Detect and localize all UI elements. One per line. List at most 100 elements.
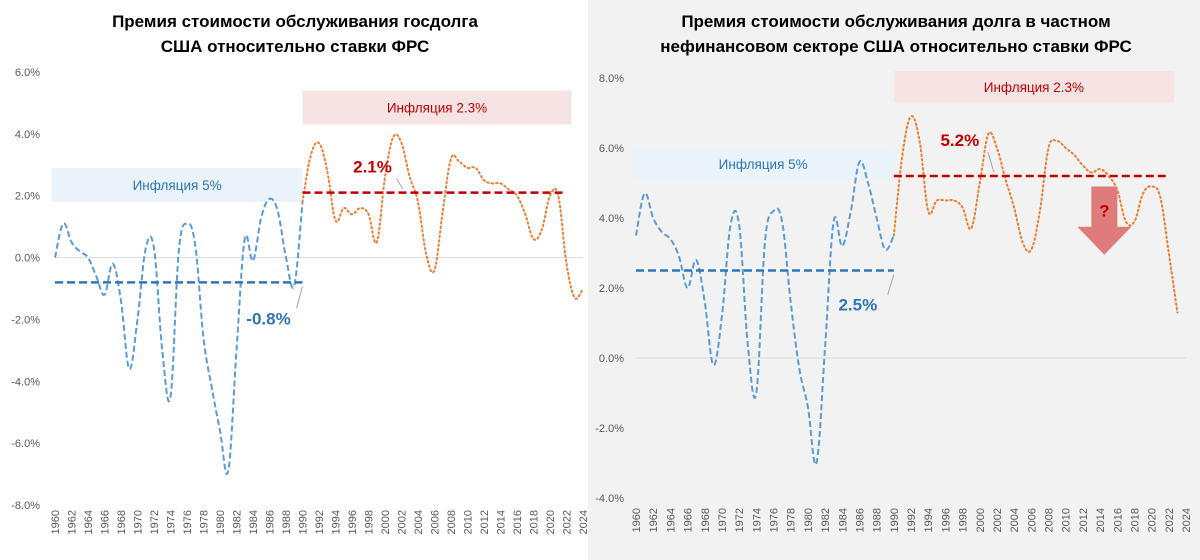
chart1-ytick-label: -4.0%: [11, 376, 40, 388]
chart2-band-late: [893, 71, 1174, 103]
chart1-title-line2: США относительно ставки ФРС: [161, 37, 429, 56]
chart2-xtick-label: 1972: [734, 508, 746, 532]
chart1-band-early: [51, 167, 303, 202]
chart2-xtick-label: 1964: [665, 508, 677, 532]
chart2-average-label-early: 2.5%: [838, 296, 877, 315]
chart1-title-line1: Премия стоимости обслуживания госдолга: [112, 12, 478, 31]
chart2-ytick-label: 4.0%: [599, 213, 624, 225]
chart2-xtick-label: 1968: [700, 508, 712, 532]
chart1-xtick-label: 2004: [413, 510, 425, 534]
chart2-xtick-label: 1966: [683, 508, 695, 532]
chart1-xtick-label: 2006: [430, 510, 442, 534]
chart2-xtick-label: 2002: [992, 508, 1004, 532]
chart2-xtick-label: 2012: [1078, 508, 1090, 532]
chart1-average-label-late: 2.1%: [353, 158, 392, 177]
chart1-xtick-label: 1964: [83, 510, 95, 534]
chart2-xtick-label: 1998: [958, 508, 970, 532]
chart2-ytick-label: 8.0%: [599, 73, 624, 85]
chart1-xtick-label: 1966: [100, 510, 112, 534]
chart2-xtick-label: 1990: [889, 508, 901, 532]
chart2-xtick-label: 2016: [1112, 508, 1124, 532]
chart2-xtick-label: 1970: [717, 508, 729, 532]
chart1-ytick-label: 2.0%: [15, 191, 40, 203]
chart1-average-label-early: -0.8%: [246, 309, 290, 328]
chart2-question-mark: ?: [1099, 202, 1109, 221]
chart1-xtick-label: 2024: [578, 510, 590, 534]
chart2-ytick-label: -4.0%: [595, 493, 624, 505]
chart1-ytick-label: -2.0%: [11, 314, 40, 326]
chart1-xtick-label: 1990: [298, 510, 310, 534]
chart2-ytick-label: 0.0%: [599, 353, 624, 365]
chart1-xtick-label: 1962: [67, 510, 79, 534]
chart2-xtick-label: 1982: [820, 508, 832, 532]
chart2-xtick-label: 2000: [975, 508, 987, 532]
chart1-xtick-label: 2012: [479, 510, 491, 534]
chart1-xtick-label: 2016: [512, 510, 524, 534]
chart1-xtick-label: 2008: [446, 510, 458, 534]
chart1-average-leader-early: [296, 286, 303, 309]
chart2-down-arrow-icon: [1077, 186, 1132, 255]
chart2-average-leader-late: [987, 151, 995, 173]
chart2-average-label-late: 5.2%: [940, 131, 979, 150]
chart1-band-late: [302, 90, 572, 125]
chart2-xtick-label: 2010: [1061, 508, 1073, 532]
chart2-xtick-label: 2004: [1009, 508, 1021, 532]
chart2-xtick-label: 1984: [837, 508, 849, 532]
chart2-series-late: [892, 115, 1179, 314]
chart1-average-leader-late: [396, 178, 403, 189]
chart1-xtick-label: 1970: [133, 510, 145, 534]
chart1-xtick-label: 1996: [347, 510, 359, 534]
chart1-xtick-label: 1976: [182, 510, 194, 534]
chart2-xtick-label: 2008: [1044, 508, 1056, 532]
chart1-xtick-label: 1994: [331, 510, 343, 534]
chart2-title-line1: Премия стоимости обслуживания долга в ча…: [681, 12, 1110, 31]
chart2-series-early: [635, 160, 895, 466]
chart2-title-line2: нефинансовом секторе США относительно ст…: [660, 37, 1131, 56]
chart1-band-label-early: Инфляция 5%: [133, 178, 222, 193]
chart2-xtick-label: 1960: [631, 508, 643, 532]
chart1-series-early: [54, 197, 304, 475]
chart1-xtick-label: 1998: [364, 510, 376, 534]
chart2-band-label-late: Инфляция 2.3%: [984, 80, 1084, 95]
chart1-ytick-label: 0.0%: [15, 253, 40, 265]
chart1-xtick-label: 1988: [281, 510, 293, 534]
chart1-band-label-late: Инфляция 2.3%: [387, 101, 487, 116]
chart2-xtick-label: 2014: [1095, 508, 1107, 532]
chart1-xtick-label: 2000: [380, 510, 392, 534]
chart1-xtick-label: 2020: [545, 510, 557, 534]
chart2-xtick-label: 1994: [923, 508, 935, 532]
chart1-ytick-label: 4.0%: [15, 129, 40, 141]
chart2-xtick-label: 1980: [803, 508, 815, 532]
chart2-xtick-label: 1976: [769, 508, 781, 532]
chart1-xtick-label: 2002: [397, 510, 409, 534]
chart1-xtick-label: 2010: [463, 510, 475, 534]
chart2-xtick-label: 2020: [1147, 508, 1159, 532]
chart1-xtick-label: 1972: [149, 510, 161, 534]
chart2-xtick-label: 2018: [1129, 508, 1141, 532]
chart2-band-label-early: Инфляция 5%: [719, 157, 808, 172]
chart2-xtick-label: 1986: [854, 508, 866, 532]
chart2-ytick-label: -2.0%: [595, 423, 624, 435]
chart2-xtick-label: 1992: [906, 508, 918, 532]
chart2-xtick-label: 1974: [751, 508, 763, 532]
chart1-xtick-label: 1978: [199, 510, 211, 534]
chart1-xtick-label: 1974: [166, 510, 178, 534]
chart1-plot: 6.0% 4.0% 2.0% 0.0% -2.0% -4.0% -6.0% -8.0% 1960…: [11, 67, 590, 534]
chart1-ytick-label: -6.0%: [11, 438, 40, 450]
chart1-xtick-label: 1992: [314, 510, 326, 534]
chart1-xtick-label: 1960: [50, 510, 62, 534]
chart2-xtick-label: 1962: [648, 508, 660, 532]
chart1-series-late: [301, 133, 584, 300]
chart1-xtick-label: 1980: [215, 510, 227, 534]
chart2-plot: 8.0% 6.0% 4.0% 2.0% 0.0% -2.0% -4.0% 1960 1962 19…: [595, 71, 1193, 532]
chart2-ytick-label: 6.0%: [599, 143, 624, 155]
chart1-xtick-label: 2022: [562, 510, 574, 534]
chart1-xtick-label: 2018: [529, 510, 541, 534]
chart1-xtick-label: 1984: [248, 510, 260, 534]
chart2-xtick-label: 2006: [1026, 508, 1038, 532]
chart2-xtick-label: 1996: [940, 508, 952, 532]
chart2-xtick-label: 2022: [1164, 508, 1176, 532]
chart1-xtick-label: 1986: [265, 510, 277, 534]
